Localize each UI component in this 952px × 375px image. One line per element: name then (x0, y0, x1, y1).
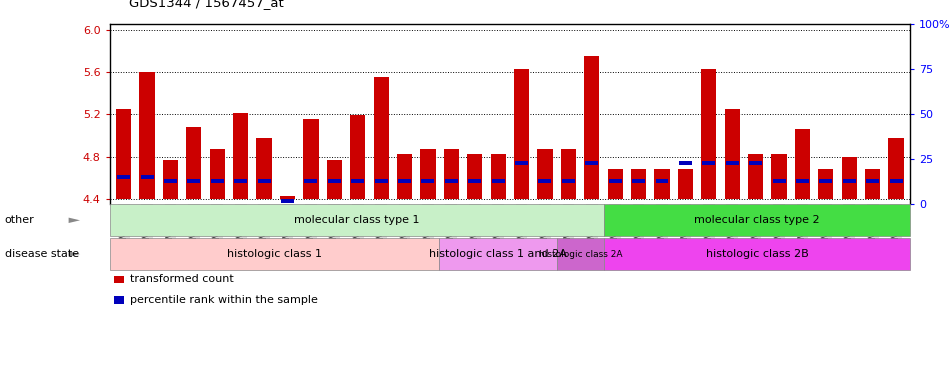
Text: histologic class 2A: histologic class 2A (538, 250, 622, 259)
Bar (303, 118, 318, 199)
Bar (537, 149, 552, 199)
Bar (256, 138, 271, 199)
Bar (585, 161, 598, 165)
Bar (116, 109, 131, 199)
Bar (841, 157, 856, 199)
Bar (186, 127, 201, 199)
Bar (538, 179, 551, 183)
Bar (748, 161, 762, 165)
Text: disease state: disease state (5, 249, 79, 259)
Bar (818, 170, 833, 199)
Text: histologic class 1: histologic class 1 (227, 249, 322, 259)
Bar (725, 161, 738, 165)
Bar (351, 179, 364, 183)
Bar (304, 179, 317, 183)
Bar (584, 56, 599, 199)
Bar (491, 179, 505, 183)
Bar (560, 149, 575, 199)
Bar (164, 179, 177, 183)
Bar (398, 179, 410, 183)
Bar (514, 161, 527, 165)
Bar (490, 153, 506, 199)
Bar (608, 179, 621, 183)
Bar (702, 161, 715, 165)
Bar (888, 179, 902, 183)
Bar (466, 153, 482, 199)
Bar (607, 170, 623, 199)
Bar (747, 153, 763, 199)
Bar (630, 170, 645, 199)
Bar (117, 176, 130, 179)
Bar (865, 179, 878, 183)
Bar (819, 179, 831, 183)
Bar (654, 170, 669, 199)
Text: histologic class 1 and 2A: histologic class 1 and 2A (428, 249, 566, 259)
Bar (655, 179, 667, 183)
Bar (349, 116, 365, 199)
Bar (280, 196, 295, 199)
Text: other: other (5, 215, 34, 225)
Text: molecular class type 1: molecular class type 1 (294, 215, 419, 225)
Bar (210, 179, 224, 183)
Bar (421, 179, 434, 183)
Bar (678, 161, 691, 165)
Bar (887, 138, 902, 199)
Text: GDS1344 / 1567457_at: GDS1344 / 1567457_at (129, 0, 283, 9)
Bar (631, 179, 645, 183)
Bar (772, 179, 784, 183)
Bar (794, 129, 809, 199)
Bar (141, 176, 153, 179)
Bar (188, 179, 200, 183)
Bar (281, 199, 293, 203)
Bar (795, 179, 808, 183)
Bar (327, 160, 342, 199)
Bar (701, 69, 716, 199)
Text: histologic class 2B: histologic class 2B (705, 249, 807, 259)
Bar (445, 179, 457, 183)
Bar (562, 179, 574, 183)
Bar (373, 77, 388, 199)
Bar (396, 153, 411, 199)
Text: molecular class type 2: molecular class type 2 (694, 215, 819, 225)
Bar (420, 149, 435, 199)
Text: transformed count: transformed count (129, 274, 233, 284)
Bar (513, 69, 528, 199)
Bar (327, 179, 341, 183)
Bar (677, 170, 692, 199)
Bar (770, 153, 785, 199)
Bar (139, 72, 154, 199)
Bar (257, 179, 270, 183)
Text: percentile rank within the sample: percentile rank within the sample (129, 295, 317, 305)
Bar (864, 170, 880, 199)
Bar (234, 179, 247, 183)
Bar (374, 179, 387, 183)
Bar (444, 149, 459, 199)
Bar (233, 113, 248, 199)
Bar (842, 179, 855, 183)
Bar (209, 149, 225, 199)
Bar (724, 109, 739, 199)
Bar (467, 179, 481, 183)
Bar (163, 160, 178, 199)
